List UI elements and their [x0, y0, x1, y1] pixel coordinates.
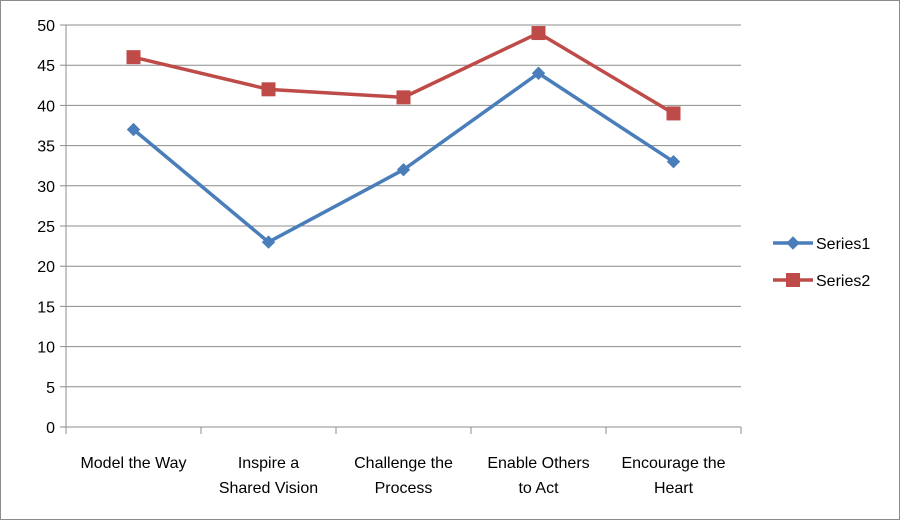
x-category-label: Enable Others	[487, 455, 589, 472]
series-2-point	[126, 50, 141, 65]
legend-item-2: Series2	[773, 273, 870, 290]
series-2	[126, 26, 681, 121]
series-1-point	[261, 235, 276, 249]
x-axis-category-labels: Model the Way Inspire a Shared Vision Chall…	[80, 455, 725, 497]
x-category-label: Process	[375, 480, 433, 497]
x-category-label: to Act	[518, 480, 559, 497]
y-tick-label: 45	[37, 58, 55, 75]
y-tick-label: 25	[37, 219, 55, 236]
series-1-point	[666, 154, 681, 169]
legend-swatch-marker	[786, 236, 800, 250]
series-1-point	[531, 66, 546, 80]
x-category-label: Encourage the	[621, 455, 725, 472]
series-1	[126, 66, 681, 249]
legend: Series1 Series2	[773, 236, 870, 290]
series-group	[126, 26, 681, 249]
x-category-label: Challenge the	[354, 455, 453, 472]
y-tick-label: 15	[37, 299, 55, 316]
y-tick-label: 10	[37, 340, 55, 357]
y-tick-label: 20	[37, 259, 55, 276]
x-category-label: Inspire a	[238, 455, 299, 472]
series-2-point	[666, 106, 681, 121]
y-tick-label: 0	[46, 420, 55, 437]
series-2-point	[396, 90, 411, 105]
legend-label: Series1	[816, 236, 870, 253]
x-category-label: Model the Way	[80, 455, 186, 472]
y-axis-tick-labels: 0 5 10 15 20 25 30 35 40 45 50	[37, 18, 55, 437]
series-1-point	[126, 122, 141, 137]
x-category-label: Shared Vision	[219, 480, 318, 497]
y-tick-label: 30	[37, 179, 55, 196]
y-tick-label: 40	[37, 98, 55, 115]
series-2-point	[531, 26, 546, 41]
gridlines	[66, 24, 741, 388]
series-1-point	[396, 163, 411, 177]
axes	[60, 24, 742, 434]
x-category-label: Heart	[654, 480, 694, 497]
legend-item-1: Series1	[773, 236, 870, 253]
y-tick-label: 50	[37, 18, 55, 35]
y-tick-label: 5	[46, 380, 55, 397]
legend-swatch-marker	[786, 273, 800, 287]
legend-label: Series2	[816, 273, 870, 290]
series-2-point	[261, 82, 276, 97]
y-tick-label: 35	[37, 139, 55, 156]
